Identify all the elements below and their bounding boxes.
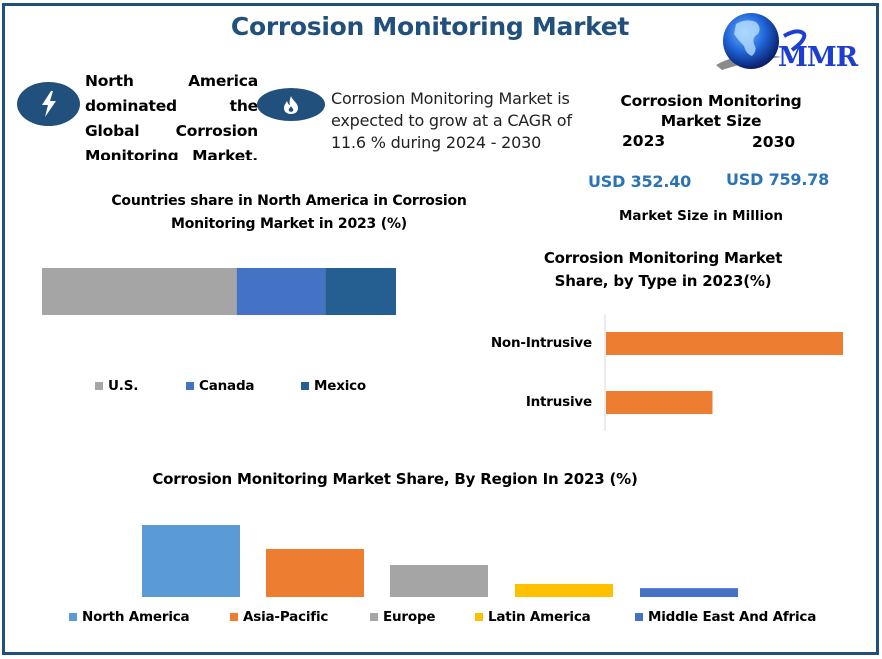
north-america-highlight: North America dominated the Global Corro…: [85, 72, 258, 160]
market-size-title: Corrosion Monitoring Market Size: [606, 91, 816, 131]
legend-item-latin-america: Latin America: [475, 609, 591, 625]
region-bar-latin-america: [515, 583, 613, 597]
region-chart-title: Corrosion Monitoring Market Share, By Re…: [152, 470, 638, 488]
market-size-title-line1: Corrosion Monitoring: [620, 92, 802, 110]
page-title: Corrosion Monitoring Market: [230, 12, 630, 41]
legend-item-europe-swatch: [370, 613, 378, 621]
lightning-icon-badge: [17, 82, 80, 126]
globe-logo-icon: [716, 13, 807, 70]
legend-item-asia-pacific-swatch: [230, 613, 238, 621]
legend-item-europe-label: Europe: [383, 609, 436, 625]
market-value-2030: USD 759.78: [726, 170, 830, 189]
flame-icon: [284, 95, 298, 114]
type-bar-non-intrusive: [606, 332, 843, 355]
legend-item-u-s-swatch: [95, 382, 103, 390]
type-label-intrusive: Intrusive: [525, 394, 592, 410]
flame-icon-badge: [257, 88, 325, 121]
stack-segment-canada: [236, 268, 326, 315]
stack-segment-u-s: [42, 268, 237, 315]
region-bar-europe: [390, 565, 488, 597]
legend-item-asia-pacific-label: Asia-Pacific: [243, 609, 329, 625]
legend-item-mexico-swatch: [301, 382, 309, 390]
cagr-highlight: Corrosion Monitoring Market is expected …: [331, 89, 572, 152]
legend-item-u-s: U.S.: [95, 378, 138, 394]
legend-item-canada-label: Canada: [199, 378, 255, 394]
legend-item-latin-america-swatch: [475, 613, 483, 621]
stack-segment-mexico: [325, 268, 396, 315]
countries-stacked-bar-chart: [42, 268, 396, 315]
countries-chart-title: Countries share in North America in Corr…: [100, 190, 478, 236]
market-size-unit: Market Size in Million: [619, 208, 783, 224]
legend-item-canada: Canada: [186, 378, 255, 394]
legend-item-middle-east-and-africa: Middle East And Africa: [635, 609, 816, 625]
market-value-2023: USD 352.40: [588, 172, 692, 191]
type-chart-title-line2: Share, by Type in 2023(%): [554, 272, 772, 290]
legend-item-north-america-label: North America: [82, 609, 190, 625]
region-bar-chart: [142, 525, 738, 597]
countries-chart-title-line1: Countries share in North America in Corr…: [111, 193, 467, 209]
legend-item-middle-east-and-africa-label: Middle East And Africa: [648, 609, 817, 625]
mmr-logo: MMR: [712, 10, 862, 74]
infographic-frame: [2, 3, 879, 655]
countries-chart-title-line2: Monitoring Market in 2023 (%): [171, 216, 407, 232]
legend-item-canada-swatch: [186, 382, 194, 390]
type-bar-chart: [604, 314, 843, 431]
region-bar-north-america: [142, 525, 240, 597]
legend-item-mexico-label: Mexico: [314, 378, 367, 394]
type-label-non-intrusive: Non-Intrusive: [490, 335, 592, 351]
type-bar-intrusive: [606, 391, 713, 414]
legend-item-asia-pacific: Asia-Pacific: [230, 609, 328, 625]
legend-item-u-s-label: U.S.: [108, 378, 139, 394]
legend-item-north-america: North America: [69, 609, 190, 625]
type-chart-title-line1: Corrosion Monitoring Market: [543, 249, 783, 267]
year-end: 2030: [752, 133, 796, 151]
region-bar-middle-east-and-africa: [640, 588, 738, 597]
logo-text: MMR: [778, 42, 858, 73]
market-size-title-line2: Market Size: [660, 112, 762, 130]
legend-item-north-america-swatch: [69, 613, 77, 621]
type-chart-title: Corrosion Monitoring Market Share, by Ty…: [520, 247, 806, 293]
legend-item-middle-east-and-africa-swatch: [635, 613, 643, 621]
year-start: 2023: [622, 132, 666, 150]
legend-item-mexico: Mexico: [301, 378, 366, 394]
lightning-bolt-icon: [41, 91, 56, 117]
legend-item-europe: Europe: [370, 609, 436, 625]
legend-item-latin-america-label: Latin America: [488, 609, 591, 625]
region-bar-asia-pacific: [266, 549, 364, 597]
